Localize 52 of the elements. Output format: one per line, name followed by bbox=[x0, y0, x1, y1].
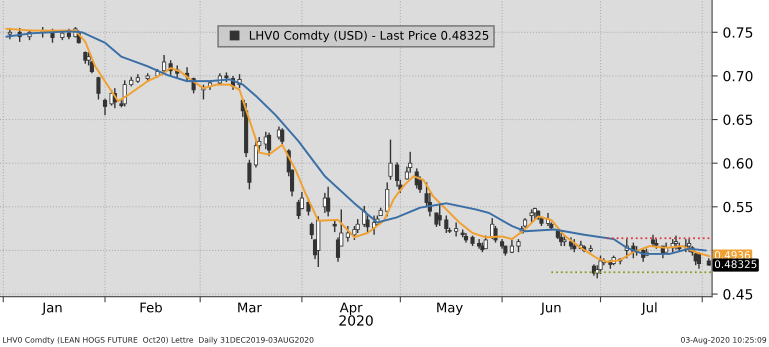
x-axis-title: 2020 bbox=[339, 315, 373, 326]
candlestick bbox=[510, 238, 514, 254]
x-tick-label: Apr bbox=[340, 302, 363, 316]
candlestick bbox=[500, 238, 504, 250]
candlestick bbox=[530, 208, 534, 224]
candlestick bbox=[562, 234, 566, 247]
y-tick-label: 0.45 bbox=[723, 289, 752, 300]
candlestick bbox=[310, 222, 314, 240]
candlestick bbox=[129, 76, 134, 88]
candlestick bbox=[388, 138, 393, 180]
candlestick bbox=[102, 98, 108, 116]
annotation: 0.48325 bbox=[714, 260, 756, 268]
y-tick-label: 0.75 bbox=[723, 27, 752, 38]
x-tick-label: May bbox=[437, 302, 463, 316]
candlestick bbox=[444, 214, 448, 234]
candlestick bbox=[532, 206, 537, 220]
candlestick bbox=[650, 234, 656, 247]
y-tick-label: 0.60 bbox=[723, 158, 753, 169]
legend-label: LHV0 Comdty (USD) - Last Price 0.48325 bbox=[250, 30, 488, 42]
candlestick bbox=[454, 222, 458, 238]
candlestick bbox=[332, 218, 337, 233]
y-tick-label: 0.55 bbox=[723, 202, 752, 212]
y-tick-label: 0.65 bbox=[723, 114, 752, 126]
x-tick-label: Jun bbox=[540, 302, 560, 315]
y-tick-label: 0.70 bbox=[723, 70, 753, 82]
candlestick bbox=[96, 76, 101, 100]
candlestick bbox=[336, 236, 340, 262]
candlestick bbox=[696, 251, 702, 270]
candlestick bbox=[267, 132, 272, 157]
candlestick bbox=[559, 232, 564, 247]
candlestick bbox=[326, 186, 330, 218]
candlestick bbox=[247, 158, 252, 190]
candlestick bbox=[224, 72, 228, 83]
candlestick bbox=[280, 128, 284, 145]
candlestick bbox=[385, 182, 390, 218]
candlestick bbox=[438, 203, 442, 227]
candlestick bbox=[162, 54, 166, 74]
candlestick bbox=[572, 238, 576, 253]
candlestick bbox=[346, 225, 350, 242]
candlestick bbox=[484, 234, 488, 250]
candlestick bbox=[598, 254, 603, 275]
x-tick-label: Jul bbox=[641, 302, 656, 315]
candlestick bbox=[654, 238, 658, 250]
candlestick bbox=[516, 238, 521, 253]
candlestick bbox=[464, 232, 468, 244]
candlestick bbox=[674, 234, 678, 250]
x-tick-label: Mar bbox=[238, 302, 262, 312]
candlestick bbox=[687, 238, 692, 253]
candlestick bbox=[477, 238, 482, 250]
x-tick-label: Feb bbox=[140, 302, 162, 312]
candlestick bbox=[470, 234, 475, 247]
x-tick-label: Jan bbox=[42, 302, 62, 315]
